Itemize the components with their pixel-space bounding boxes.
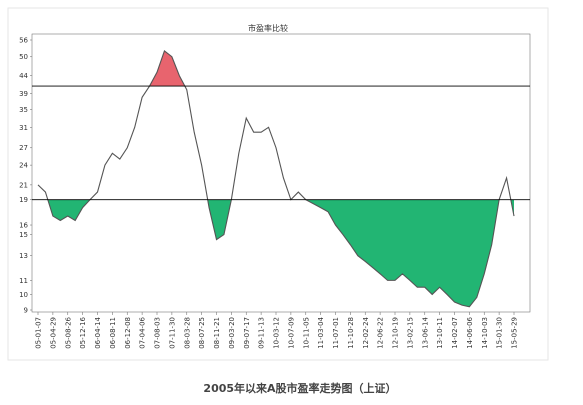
x-tick-label: 06-12-08 — [124, 317, 132, 349]
x-tick-label: 06-04-14 — [94, 316, 102, 348]
x-tick-label: 14-10-03 — [481, 317, 489, 349]
y-tick-label: 31 — [19, 124, 28, 132]
chart-caption: 2005年以来A股市盈率走势图（上证） — [203, 381, 396, 395]
x-tick-label: 08-07-25 — [198, 317, 206, 349]
x-tick-label: 11-03-04 — [317, 316, 325, 348]
y-tick-label: 50 — [19, 53, 28, 61]
y-tick-label: 35 — [19, 106, 28, 114]
x-tick-label: 07-04-06 — [139, 316, 147, 348]
y-tick-label: 9 — [24, 307, 28, 315]
y-tick-label: 27 — [19, 144, 28, 152]
x-tick-label: 10-11-05 — [302, 317, 310, 349]
x-tick-label: 06-08-11 — [109, 317, 117, 349]
pe-line — [37, 50, 515, 308]
x-tick-label: 14-06-06 — [466, 316, 474, 348]
plot-area — [31, 33, 531, 313]
x-tick-label: 13-06-14 — [421, 316, 429, 348]
y-tick-label: 56 — [19, 37, 28, 45]
y-tick-label: 19 — [19, 196, 28, 204]
y-tick-label: 10 — [19, 291, 28, 299]
y-tick-label: 21 — [19, 181, 28, 189]
x-tick-label: 09-03-20 — [228, 317, 236, 349]
x-tick-label: 12-10-19 — [392, 317, 400, 349]
y-tick-label: 13 — [19, 252, 28, 260]
x-tick-label: 11-10-28 — [347, 317, 355, 349]
x-tick-label: 15-05-29 — [511, 317, 519, 349]
x-tick-label: 07-11-30 — [168, 317, 176, 349]
x-tick-label: 05-01-07 — [35, 317, 43, 349]
x-tick-label: 13-10-11 — [436, 317, 444, 349]
y-tick-label: 39 — [19, 90, 28, 98]
x-tick-label: 09-11-13 — [258, 317, 266, 349]
x-tick-label: 13-02-15 — [406, 317, 414, 349]
x-tick-label: 08-11-21 — [213, 317, 221, 349]
x-tick-label: 10-03-12 — [273, 317, 281, 349]
x-tick-label: 05-08-26 — [64, 316, 72, 348]
x-tick-label: 11-07-01 — [332, 317, 340, 349]
y-tick-label: 44 — [19, 72, 28, 80]
x-tick-label: 12-02-24 — [362, 316, 370, 348]
y-tick-label: 16 — [19, 222, 28, 230]
chart-title: 市盈率比较 — [248, 23, 288, 33]
x-tick-label: 12-06-22 — [377, 317, 385, 349]
x-tick-label: 09-07-17 — [243, 317, 251, 349]
x-tick-label: 07-08-03 — [154, 317, 162, 349]
x-tick-label: 15-01-30 — [496, 317, 504, 349]
y-tick-label: 15 — [19, 231, 28, 239]
x-tick-label: 05-12-16 — [79, 316, 87, 348]
y-tick-label: 24 — [19, 162, 28, 170]
x-tick-label: 08-03-28 — [183, 317, 191, 349]
chart-frame — [7, 7, 549, 361]
x-tick-label: 10-07-09 — [287, 317, 295, 349]
x-tick-label: 05-04-29 — [49, 317, 57, 349]
x-tick-label: 14-02-07 — [451, 317, 459, 349]
y-tick-label: 11 — [19, 277, 28, 285]
